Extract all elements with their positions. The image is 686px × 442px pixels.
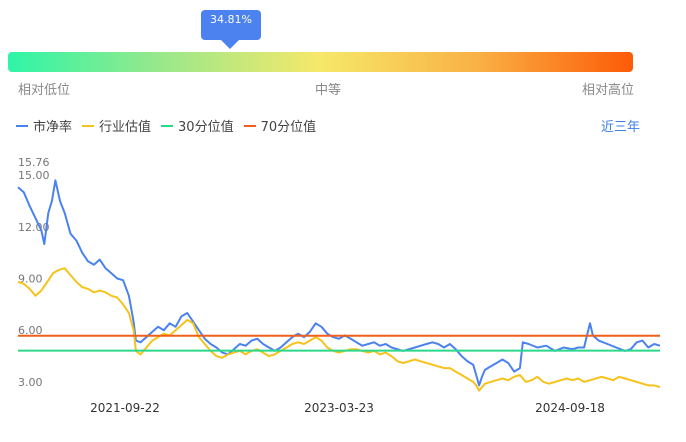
y-tick-label: 6.00 (18, 324, 43, 337)
legend-label-p30: 30分位值 (178, 120, 234, 135)
legend-label-industry: 行业估值 (99, 120, 152, 135)
percentile-gauge-bar (8, 52, 633, 72)
y-tick-label: 15.76 (18, 156, 50, 169)
percentile-pointer (221, 40, 239, 49)
legend-swatch-industry (82, 124, 95, 127)
legend-swatch-p30 (161, 124, 174, 127)
y-tick-label: 9.00 (18, 273, 43, 286)
percentile-value: 34.81% (210, 13, 252, 26)
x-tick-label: 2023-03-23 (304, 401, 374, 415)
legend-swatch-pb (16, 124, 28, 127)
legend-label-p70: 70分位值 (260, 120, 317, 135)
percentile-bubble: 34.81% (201, 10, 261, 40)
legend-item-industry[interactable]: 行业估值 (82, 116, 151, 135)
range-selector-button[interactable]: 近三年 (600, 120, 640, 135)
legend-item-pb[interactable]: 市净率 (16, 116, 72, 135)
y-tick-label: 12.00 (18, 221, 50, 234)
y-tick-label: 15.00 (18, 169, 50, 182)
gauge-high-label: 相对高位 (582, 83, 635, 98)
chart-legend: 市净率 行业估值 30分位值 70分位值 (16, 116, 316, 135)
y-tick-label: 3.00 (18, 376, 43, 389)
gauge-mid-label: 中等 (315, 83, 342, 98)
series-line-0 (17, 179, 661, 387)
legend-swatch-p70 (243, 124, 256, 127)
legend-label-pb: 市净率 (33, 120, 73, 135)
x-tick-label: 2024-09-18 (535, 401, 605, 415)
x-tick-label: 2021-09-22 (90, 401, 160, 415)
legend-item-p30[interactable]: 30分位值 (161, 116, 234, 135)
gauge-low-label: 相对低位 (18, 83, 71, 98)
legend-item-p70[interactable]: 70分位值 (243, 116, 317, 135)
series-line-1 (17, 267, 661, 392)
